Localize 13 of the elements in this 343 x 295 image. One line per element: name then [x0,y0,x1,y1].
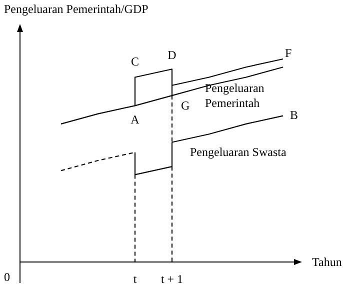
x-tick-label: t [133,272,138,286]
series-label: Pengeluaran Swasta [190,144,287,159]
annotation: A [130,112,140,127]
annotation: B [290,108,298,122]
annotation: G [181,98,190,113]
annotation: F [285,46,292,60]
annotation: C [130,54,140,68]
text: 0 [4,270,10,284]
annotation: D [168,48,177,62]
x-tick-label: t + 1 [160,272,184,286]
x-axis-title: Tahun [312,255,342,269]
series-label: Pengeluaran Pemerintah [205,81,264,110]
y-axis-title: Pengeluaran Pemerintah/GDP [4,2,149,16]
